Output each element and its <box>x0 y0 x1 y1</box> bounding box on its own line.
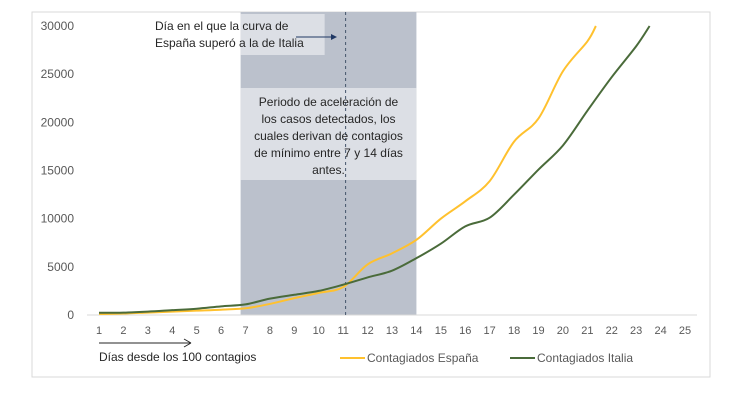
x-tick-label: 15 <box>435 325 447 337</box>
y-tick-label: 15000 <box>41 164 75 178</box>
x-tick-label: 9 <box>291 325 297 337</box>
y-tick-label: 20000 <box>41 115 75 129</box>
annotation-period-text: cuales derivan de contagios <box>254 129 403 143</box>
x-tick-label: 11 <box>337 325 348 337</box>
x-tick-label: 5 <box>194 325 200 337</box>
x-tick-label: 13 <box>386 325 398 337</box>
x-tick-label: 22 <box>606 325 618 337</box>
y-tick-label: 5000 <box>47 260 74 274</box>
x-tick-label: 4 <box>169 325 175 337</box>
x-tick-label: 20 <box>557 325 569 337</box>
x-tick-label: 6 <box>218 325 224 337</box>
arrow-head-icon <box>331 34 337 40</box>
x-tick-label: 16 <box>459 325 471 337</box>
x-tick-label: 8 <box>267 325 273 337</box>
x-tick-label: 18 <box>508 325 520 337</box>
series-line-espana <box>98 25 597 316</box>
annotation-period-text: Periodo de aceleración de <box>259 95 399 109</box>
x-tick-label: 23 <box>630 325 642 337</box>
annotation-box-background <box>240 14 325 55</box>
y-tick-label: 10000 <box>41 212 75 226</box>
x-tick-label: 14 <box>410 325 422 337</box>
x-tick-label: 17 <box>484 325 496 337</box>
annotation-crossover-text: España superó a la de Italia <box>155 36 304 50</box>
series-line-italia <box>98 25 651 314</box>
legend-label: Contagiados Italia <box>537 351 633 365</box>
annotation-box-background <box>240 88 417 180</box>
x-tick-label: 12 <box>361 325 373 337</box>
x-tick-label: 21 <box>581 325 593 337</box>
legend-label: Contagiados España <box>367 351 479 365</box>
x-tick-label: 7 <box>242 325 248 337</box>
x-axis-title: Días desde los 100 contagios <box>99 350 256 364</box>
annotation-period-text: los casos detectados, los <box>261 112 395 126</box>
x-tick-label: 24 <box>654 325 666 337</box>
x-tick-label: 19 <box>532 325 544 337</box>
annotation-period-text: antes. <box>312 163 345 177</box>
annotation-period-text: de mínimo entre 7 y 14 días <box>254 146 403 160</box>
x-tick-label: 25 <box>679 325 691 337</box>
x-tick-label: 10 <box>313 325 325 337</box>
annotation-crossover-text: Día en el que la curva de <box>155 19 289 33</box>
x-tick-label: 1 <box>96 325 102 337</box>
x-tick-label: 2 <box>120 325 126 337</box>
arrow-head-icon <box>183 338 192 348</box>
y-tick-label: 30000 <box>41 19 75 33</box>
y-tick-label: 0 <box>67 308 74 322</box>
y-tick-label: 25000 <box>41 67 75 81</box>
x-tick-label: 3 <box>145 325 151 337</box>
